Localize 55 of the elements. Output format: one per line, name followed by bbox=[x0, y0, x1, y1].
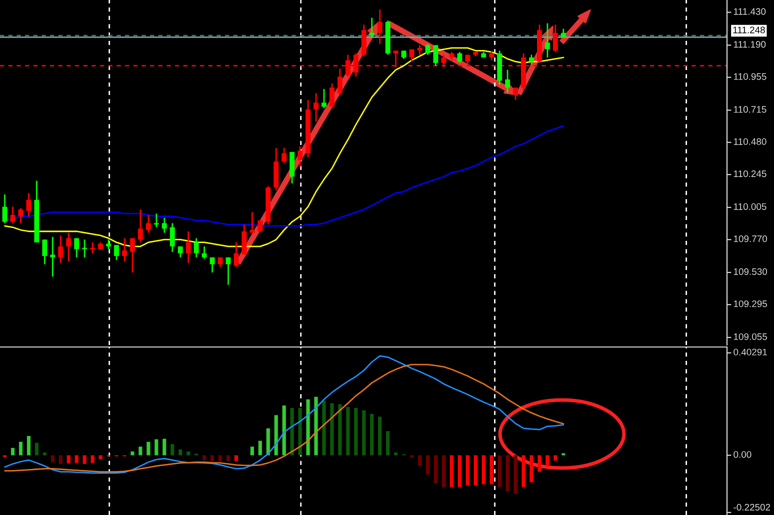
candlestick bbox=[489, 50, 494, 61]
candlestick bbox=[282, 147, 287, 164]
candlestick bbox=[50, 236, 56, 278]
candlestick bbox=[544, 22, 550, 58]
candlestick bbox=[162, 216, 167, 234]
candlestick bbox=[66, 232, 72, 262]
candlestick bbox=[337, 68, 342, 96]
candlestick bbox=[457, 51, 462, 64]
candlestick bbox=[330, 82, 334, 108]
candlestick bbox=[369, 17, 374, 38]
candlestick bbox=[10, 206, 16, 224]
candlestick bbox=[409, 48, 414, 62]
candlestick bbox=[58, 234, 64, 264]
y-tick-label: 0.40291 bbox=[734, 348, 767, 356]
candlestick bbox=[26, 192, 32, 218]
y-tick-label: -0.22502 bbox=[734, 504, 770, 511]
candlestick bbox=[529, 54, 534, 66]
candlestick bbox=[513, 86, 518, 101]
y-tick-label: 110.715 bbox=[734, 106, 766, 113]
candlestick bbox=[114, 244, 119, 261]
y-tick-label: 109.055 bbox=[734, 333, 767, 340]
ref-line-label: 111.248 bbox=[733, 26, 765, 34]
candlestick bbox=[322, 88, 326, 109]
y-tick-label: 109.295 bbox=[734, 300, 767, 308]
y-tick-label: 110.480 bbox=[734, 138, 766, 145]
candlestick bbox=[138, 208, 143, 244]
candlestick bbox=[186, 230, 191, 264]
candlestick bbox=[314, 92, 318, 123]
y-tick-label: 111.190 bbox=[734, 41, 766, 48]
y-tick-label: 109.530 bbox=[734, 268, 768, 275]
candlestick bbox=[242, 224, 247, 256]
candlestick bbox=[250, 212, 255, 234]
candlestick bbox=[425, 43, 430, 56]
y-tick-label: 111.430 bbox=[734, 8, 766, 15]
candlestick bbox=[170, 222, 175, 253]
y-tick-label: 110.005 bbox=[734, 203, 766, 210]
candlestick bbox=[552, 24, 558, 53]
candlestick bbox=[194, 238, 199, 258]
y-tick-label: 110.245 bbox=[734, 170, 766, 178]
candlestick bbox=[2, 194, 8, 224]
candlestick bbox=[433, 44, 438, 66]
y-tick-label: 0.00 bbox=[734, 451, 752, 458]
candlestick bbox=[202, 246, 207, 260]
candlestick bbox=[377, 8, 382, 45]
candlestick bbox=[122, 238, 127, 262]
candlestick bbox=[74, 238, 80, 258]
candlestick bbox=[18, 207, 24, 224]
candlestick bbox=[505, 69, 510, 94]
candlestick bbox=[154, 212, 159, 228]
candlestick bbox=[42, 238, 48, 265]
candlestick bbox=[234, 242, 239, 268]
y-tick-label: 109.770 bbox=[734, 235, 768, 242]
candlestick bbox=[130, 238, 135, 274]
y-tick-label: 110.955 bbox=[734, 73, 766, 80]
candlestick bbox=[146, 214, 151, 234]
